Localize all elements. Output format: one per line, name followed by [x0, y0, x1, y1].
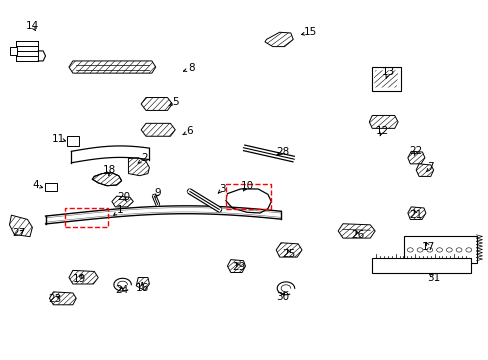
Text: 7: 7 [427, 162, 433, 172]
Circle shape [455, 248, 461, 252]
PathPatch shape [128, 158, 149, 176]
PathPatch shape [9, 215, 32, 237]
PathPatch shape [112, 196, 133, 207]
PathPatch shape [337, 224, 374, 238]
Circle shape [407, 248, 412, 252]
Text: 8: 8 [188, 63, 195, 73]
Bar [371, 67, 400, 91]
PathPatch shape [141, 98, 172, 111]
PathPatch shape [373, 70, 397, 87]
Bar [67, 136, 79, 146]
PathPatch shape [368, 116, 397, 129]
Text: 18: 18 [102, 165, 115, 175]
Bar [371, 258, 470, 273]
Text: 15: 15 [303, 27, 316, 37]
Text: 26: 26 [350, 230, 364, 239]
Bar [44, 183, 57, 192]
PathPatch shape [415, 164, 433, 176]
Circle shape [426, 248, 432, 252]
Text: 25: 25 [282, 248, 295, 258]
PathPatch shape [264, 32, 293, 46]
Bar [10, 47, 17, 55]
PathPatch shape [407, 207, 425, 220]
PathPatch shape [69, 61, 156, 73]
Circle shape [465, 248, 471, 252]
Text: 10: 10 [240, 181, 253, 192]
Text: 2: 2 [141, 153, 147, 163]
Text: 20: 20 [117, 192, 130, 202]
Circle shape [436, 248, 442, 252]
PathPatch shape [227, 260, 245, 273]
PathPatch shape [276, 243, 302, 257]
Text: 17: 17 [421, 242, 434, 252]
Text: 3: 3 [219, 184, 225, 194]
PathPatch shape [141, 123, 175, 136]
Text: 19: 19 [73, 274, 86, 284]
Bar [404, 236, 476, 263]
PathPatch shape [407, 151, 424, 164]
Text: 21: 21 [408, 210, 422, 220]
Text: 9: 9 [154, 188, 161, 198]
PathPatch shape [136, 278, 149, 291]
Bar [225, 184, 270, 210]
PathPatch shape [92, 173, 122, 186]
Text: 6: 6 [186, 126, 193, 136]
Text: 12: 12 [375, 126, 388, 135]
Text: 13: 13 [381, 67, 394, 77]
Text: 4: 4 [32, 180, 39, 190]
Text: 27: 27 [13, 228, 26, 238]
Text: 24: 24 [115, 285, 128, 296]
Text: 5: 5 [172, 97, 178, 107]
Text: 30: 30 [275, 292, 288, 302]
Text: 11: 11 [52, 134, 65, 144]
Circle shape [446, 248, 451, 252]
Text: 16: 16 [135, 283, 148, 293]
Text: 28: 28 [275, 147, 288, 157]
Circle shape [416, 248, 422, 252]
Bar [65, 208, 108, 227]
PathPatch shape [49, 292, 76, 305]
Text: 14: 14 [26, 21, 39, 31]
Text: 23: 23 [49, 294, 62, 304]
Text: 29: 29 [231, 262, 245, 272]
Text: 1: 1 [117, 206, 123, 216]
Text: 31: 31 [426, 273, 439, 283]
PathPatch shape [69, 270, 98, 284]
Text: 22: 22 [408, 145, 422, 156]
